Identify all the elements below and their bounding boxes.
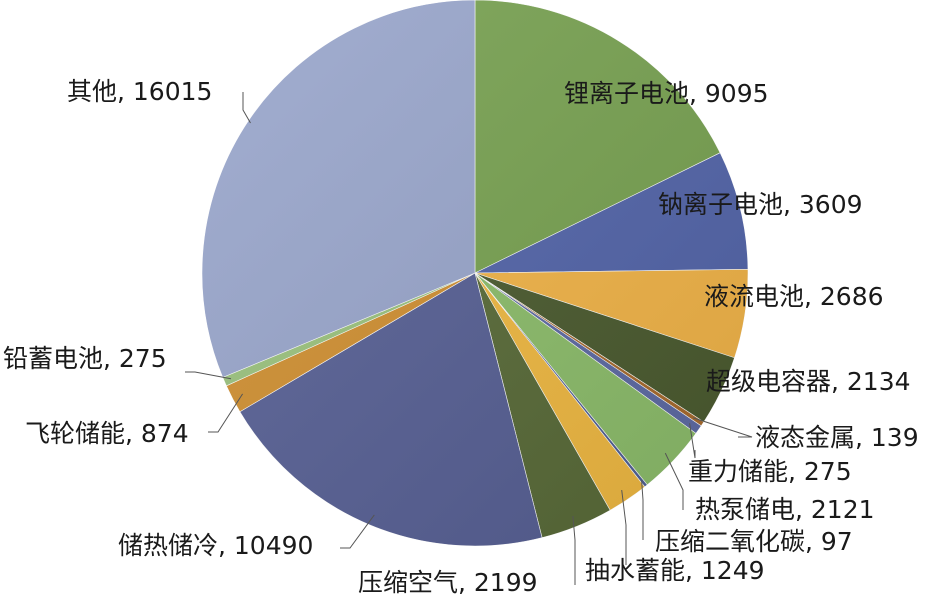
label-supercapacitor: 超级电容器, 2134 bbox=[706, 367, 911, 396]
label-flywheel-storage: 飞轮储能, 874 bbox=[25, 419, 189, 448]
leader-line-13 bbox=[242, 92, 251, 124]
label-sodium-ion-battery: 钠离子电池, 3609 bbox=[658, 190, 863, 219]
leader-line-10 bbox=[340, 514, 375, 549]
label-gravity-storage: 重力储能, 275 bbox=[688, 457, 852, 486]
leader-line-7 bbox=[641, 480, 644, 540]
label-thermal-storage: 储热储冷, 10490 bbox=[118, 531, 313, 560]
leader-line-12 bbox=[185, 371, 232, 380]
label-other: 其他, 16015 bbox=[67, 77, 212, 106]
leader-lines bbox=[185, 92, 753, 585]
leader-line-9 bbox=[572, 515, 576, 585]
label-compressed-air: 压缩空气, 2199 bbox=[358, 568, 538, 597]
data-labels: 锂离子电池, 9095 钠离子电池, 3609 液流电池, 2686 超级电容器… bbox=[3, 77, 919, 597]
label-pumped-hydro: 抽水蓄能, 1249 bbox=[585, 556, 765, 585]
label-heat-pump-storage: 热泵储电, 2121 bbox=[695, 495, 875, 524]
label-lithium-ion-battery: 锂离子电池, 9095 bbox=[564, 79, 769, 108]
leader-line-4 bbox=[693, 417, 753, 438]
label-liquid-metal: 液态金属, 139 bbox=[755, 423, 919, 452]
leader-line-11 bbox=[208, 393, 244, 433]
leader-line-5 bbox=[689, 423, 696, 459]
leader-line-6 bbox=[664, 452, 684, 510]
label-compressed-co2: 压缩二氧化碳, 97 bbox=[655, 527, 853, 556]
label-lead-acid-battery: 铅蓄电池, 275 bbox=[3, 344, 167, 373]
label-flow-battery: 液流电池, 2686 bbox=[704, 282, 884, 311]
leader-line-8 bbox=[621, 490, 627, 565]
